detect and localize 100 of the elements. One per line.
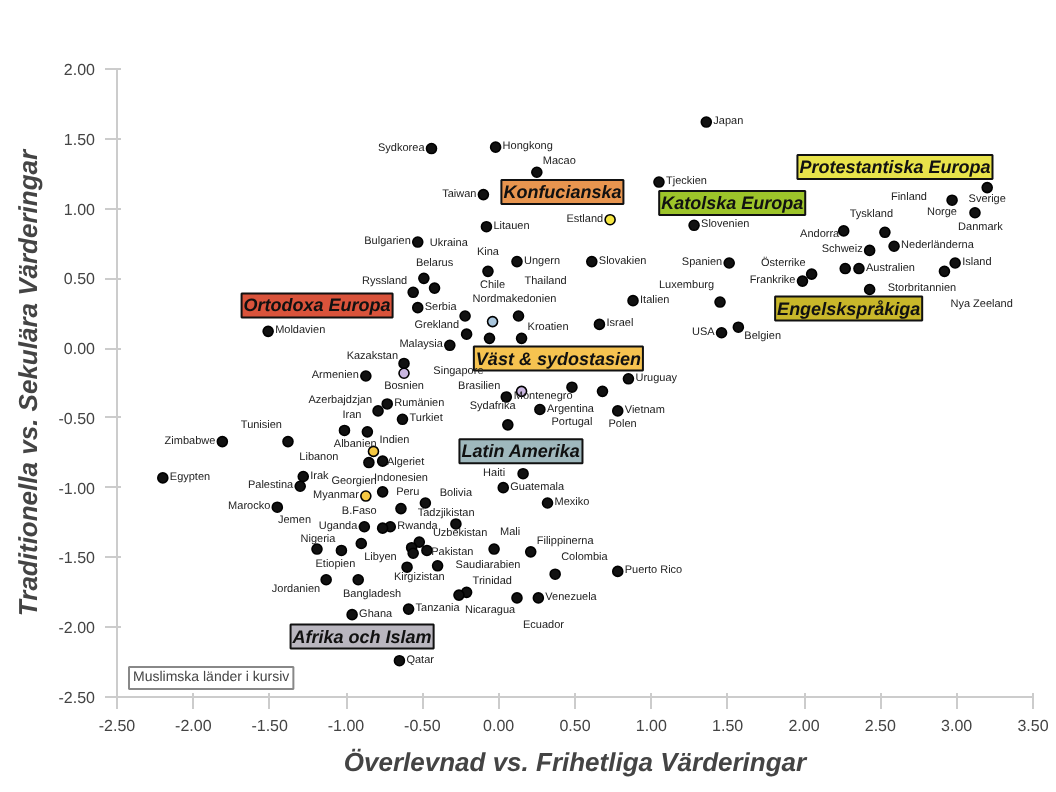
point xyxy=(839,262,852,275)
point xyxy=(460,328,473,340)
point xyxy=(398,357,410,370)
x-tick-label: -2.50 xyxy=(98,717,137,735)
point xyxy=(627,294,639,307)
point xyxy=(611,565,624,578)
series-label: Ortodoxa Europa xyxy=(243,295,391,316)
x-tick-label: 1.50 xyxy=(712,717,745,735)
point xyxy=(723,257,735,269)
point xyxy=(401,561,413,573)
point xyxy=(863,244,876,257)
point xyxy=(262,325,274,338)
point xyxy=(593,318,606,331)
point xyxy=(796,275,809,287)
point xyxy=(355,537,368,550)
point xyxy=(352,573,365,586)
series-label: Katolska Europa xyxy=(661,192,804,213)
point xyxy=(534,403,546,416)
point xyxy=(714,296,726,308)
point xyxy=(805,268,818,280)
x-tick-label: -1.50 xyxy=(251,717,289,735)
point xyxy=(271,501,284,513)
point xyxy=(363,456,375,469)
point xyxy=(376,486,389,498)
point xyxy=(411,301,424,314)
point xyxy=(381,398,394,410)
point xyxy=(502,419,514,431)
point xyxy=(444,339,456,352)
point xyxy=(361,426,374,438)
point xyxy=(688,219,700,232)
point xyxy=(297,470,310,483)
point xyxy=(549,568,561,580)
point xyxy=(863,283,876,296)
point xyxy=(407,547,419,560)
point xyxy=(888,240,900,253)
x-axis-title: Överlevnad vs. Frihetliga Värderingar xyxy=(343,747,809,777)
point xyxy=(700,116,713,128)
point xyxy=(949,257,961,269)
point xyxy=(157,472,169,484)
point xyxy=(482,265,494,278)
point xyxy=(396,413,409,426)
point xyxy=(421,544,433,557)
point xyxy=(566,381,578,393)
x-tick-label: 2.00 xyxy=(788,717,821,735)
point xyxy=(715,326,728,339)
point xyxy=(483,332,496,345)
x-tick-label: 2.50 xyxy=(864,717,898,735)
point xyxy=(477,188,490,201)
point xyxy=(532,592,545,604)
point xyxy=(398,367,410,380)
point xyxy=(489,141,502,153)
point xyxy=(480,220,493,233)
point xyxy=(418,272,430,285)
y-tick-label: 2.00 xyxy=(63,61,97,79)
y-tick-label: 0.50 xyxy=(63,270,97,289)
series-label: Afrika och Islam xyxy=(290,626,432,647)
point xyxy=(938,265,951,278)
series-label: Konfucianska xyxy=(503,182,622,203)
x-tick-label: 3.00 xyxy=(941,717,974,735)
point xyxy=(393,654,406,667)
x-tick-label: -1.00 xyxy=(327,717,366,735)
x-tick-label: -0.50 xyxy=(404,717,442,735)
point xyxy=(853,262,865,275)
point xyxy=(596,385,609,398)
point xyxy=(459,310,471,322)
point xyxy=(282,435,294,448)
y-tick-label: -2.50 xyxy=(58,689,97,707)
y-tick-label: -0.50 xyxy=(58,409,97,428)
point xyxy=(428,282,441,294)
point xyxy=(517,467,529,480)
point xyxy=(425,142,438,155)
series-label: Väst & sydostasien xyxy=(475,348,642,369)
point xyxy=(512,310,525,322)
y-tick-label: -1.50 xyxy=(58,549,97,568)
point xyxy=(488,543,500,555)
x-tick-label: 1.00 xyxy=(635,717,669,735)
point xyxy=(946,194,958,206)
point xyxy=(338,424,351,437)
point xyxy=(879,226,891,239)
x-tick-label: -2.00 xyxy=(175,717,213,735)
point xyxy=(524,546,537,558)
y-tick-label: 1.50 xyxy=(63,130,97,149)
point xyxy=(653,176,665,188)
point xyxy=(360,490,372,502)
point xyxy=(395,502,407,515)
point xyxy=(358,520,371,533)
point xyxy=(413,536,426,548)
series-label: Engelskspråkiga xyxy=(777,298,921,319)
point xyxy=(497,481,510,494)
point xyxy=(981,181,993,194)
point xyxy=(320,573,332,586)
x-tick-label: 3.50 xyxy=(1017,717,1050,735)
point xyxy=(541,497,554,509)
point xyxy=(431,560,444,572)
x-tick-label: 0.00 xyxy=(483,717,516,735)
point xyxy=(216,435,229,448)
series-label: Protestantiska Europa xyxy=(799,156,991,177)
point xyxy=(402,603,415,615)
y-tick-label: -2.00 xyxy=(58,619,97,638)
point xyxy=(604,213,616,226)
